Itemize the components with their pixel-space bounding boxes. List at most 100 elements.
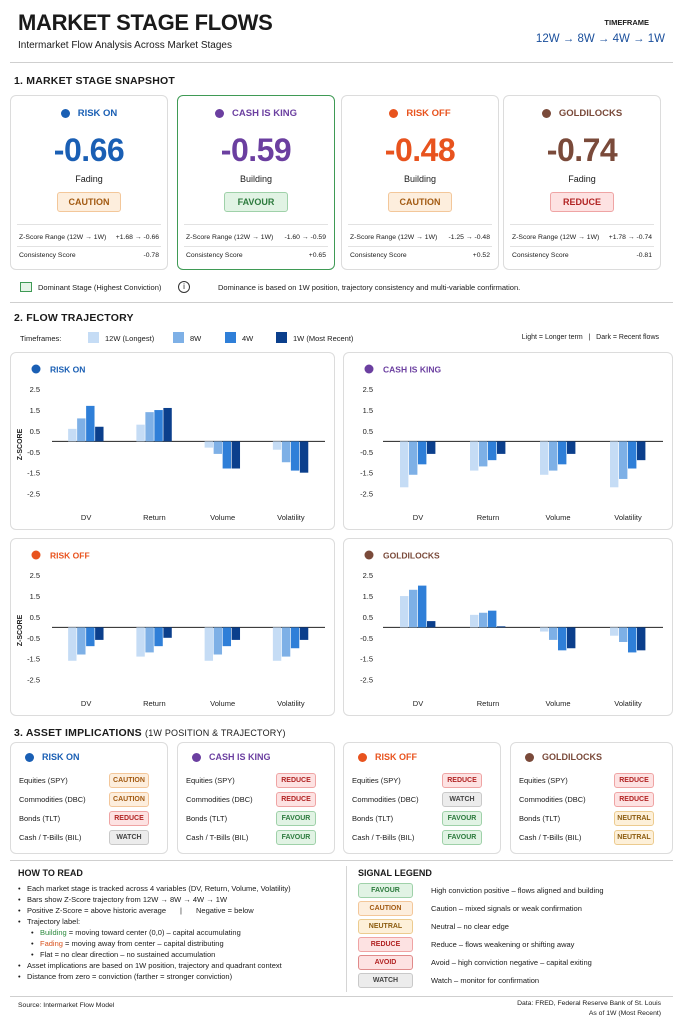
how-to-read: HOW TO READ Each market stage is tracked…	[18, 868, 338, 982]
zscore-range-value: -1.25 → -0.48	[448, 234, 490, 241]
howto-item: Positive Z-Score = above historic averag…	[18, 905, 338, 916]
stage-card-cash-is-king: CASH IS KING -0.59 Building FAVOUR Z-Score R…	[177, 95, 335, 270]
zscore-range-row: Z-Score Range (12W → 1W) -1.25 → -0.48	[350, 234, 490, 241]
chart-panel-goldilocks	[343, 538, 673, 716]
divider	[17, 224, 161, 225]
asset-row: Equities (SPY) REDUCE	[519, 772, 664, 788]
asset-name: Bonds (TLT)	[352, 813, 394, 823]
consistency-row: Consistency Score -0.78	[19, 252, 159, 259]
asset-signal-badge: REDUCE	[109, 810, 149, 826]
implication-card-risk-off: RISK OFF Equities (SPY) REDUCE Commodities …	[343, 742, 501, 854]
asset-signal-badge: FAVOUR	[442, 829, 482, 845]
asset-row: Bonds (TLT) REDUCE	[19, 810, 159, 826]
zscore-range-label: Z-Score Range (12W → 1W)	[350, 234, 438, 241]
asset-name: Bonds (TLT)	[186, 813, 228, 823]
stage-trend: Fading	[75, 174, 103, 184]
consistency-label: Consistency Score	[350, 252, 407, 259]
footer-data: Data: FRED, Federal Reserve Bank of St. …	[517, 1000, 661, 1007]
signal-legend-row: FAVOUR High conviction positive – flows a…	[358, 883, 604, 898]
signal-badge: REDUCE	[358, 937, 413, 952]
asset-signal-badge: NEUTRAL	[614, 810, 654, 826]
signal-description: Avoid – high conviction negative – capit…	[431, 958, 592, 967]
asset-row: Cash / T-Bills (BIL) NEUTRAL	[519, 829, 664, 845]
stage-name: RISK OFF	[406, 108, 451, 119]
stage-zscore: -0.59	[220, 132, 292, 168]
asset-name: Cash / T-Bills (BIL)	[352, 832, 415, 842]
info-icon[interactable]: i	[178, 281, 190, 293]
timeframe-label: 1W (Most Recent)	[293, 334, 354, 343]
chart-panel-cash-is-king	[343, 352, 673, 530]
signal-badge: CAUTION	[358, 901, 413, 916]
section-divider	[346, 866, 347, 992]
howto-item: Distance from zero = conviction (farther…	[18, 971, 338, 982]
stage-name: CASH IS KING	[232, 108, 297, 119]
asset-signal-badge: CAUTION	[109, 791, 149, 807]
consistency-value: -0.81	[636, 252, 653, 259]
implication-card-title: GOLDILOCKS	[525, 752, 602, 763]
stage-card-title: RISK OFF	[342, 108, 498, 119]
implication-card-title: RISK ON	[25, 752, 80, 763]
trajectory-heading: 2. FLOW TRAJECTORY	[14, 312, 134, 324]
signal-description: Neutral – no clear edge	[431, 922, 509, 931]
howto-item: Bars show Z-Score trajectory from 12W → …	[18, 894, 338, 905]
divider	[510, 224, 654, 225]
howto-subitem: Building = moving toward center (0,0) – …	[18, 927, 338, 938]
asset-signal-badge: REDUCE	[276, 772, 316, 788]
stage-zscore: -0.48	[384, 132, 456, 168]
asset-row: Commodities (DBC) CAUTION	[19, 791, 159, 807]
chart-panel-risk-off	[10, 538, 335, 716]
asset-signal-badge: CAUTION	[109, 772, 149, 788]
consistency-row: Consistency Score +0.52	[350, 252, 490, 259]
asset-signal-badge: FAVOUR	[442, 810, 482, 826]
zscore-range-label: Z-Score Range (12W → 1W)	[19, 234, 107, 241]
footer-source: Source: Intermarket Flow Model	[18, 1002, 115, 1009]
stage-dot-icon	[192, 753, 201, 763]
stage-name: GOLDILOCKS	[542, 752, 602, 762]
signal-badge: NEUTRAL	[358, 919, 413, 934]
signal-description: Watch – monitor for confirmation	[431, 976, 540, 985]
stage-trend: Fading	[568, 174, 596, 184]
asset-name: Commodities (DBC)	[519, 794, 586, 804]
signal-badge: FAVOUR	[358, 883, 413, 898]
divider	[510, 246, 654, 247]
timeframe-label: 4W	[242, 334, 254, 343]
consistency-value: +0.65	[308, 252, 326, 259]
divider	[184, 224, 328, 225]
signal-legend-row: AVOID Avoid – high conviction negative – …	[358, 955, 592, 970]
implication-card-cash-is-king: CASH IS KING Equities (SPY) REDUCE Commodit…	[177, 742, 335, 854]
signal-legend-row: REDUCE Reduce – flows weakening or shifti…	[358, 937, 574, 952]
stage-name: RISK ON	[77, 108, 118, 119]
stage-card-title: CASH IS KING	[178, 108, 334, 119]
howto-subitem: Fading = moving away from center – capit…	[18, 938, 338, 949]
stage-dot-icon	[358, 753, 367, 763]
signal-legend-row: NEUTRAL Neutral – no clear edge	[358, 919, 509, 934]
asset-signal-badge: REDUCE	[614, 772, 654, 788]
snapshot-heading: 1. MARKET STAGE SNAPSHOT	[14, 75, 175, 87]
asset-name: Bonds (TLT)	[19, 813, 61, 823]
divider	[348, 224, 492, 225]
implication-card-goldilocks: GOLDILOCKS Equities (SPY) REDUCE Commoditie…	[510, 742, 673, 854]
stage-signal-badge: CAUTION	[57, 192, 121, 212]
asset-signal-badge: WATCH	[109, 829, 149, 845]
signal-legend: FAVOUR High conviction positive – flows a…	[358, 883, 678, 993]
stage-name: RISK ON	[42, 752, 80, 762]
signal-legend-row: WATCH Watch – monitor for confirmation	[358, 973, 539, 988]
consistency-label: Consistency Score	[186, 252, 243, 259]
timeframe-label: 12W (Longest)	[105, 334, 155, 343]
signal-badge: AVOID	[358, 955, 413, 970]
timeframe-value: 12W → 8W → 4W → 1W	[535, 33, 665, 45]
zscore-range-row: Z-Score Range (12W → 1W) -1.60 → -0.59	[186, 234, 326, 241]
asset-row: Cash / T-Bills (BIL) FAVOUR	[186, 829, 326, 845]
page-title: MARKET STAGE FLOWS	[18, 10, 273, 35]
asset-name: Equities (SPY)	[186, 775, 235, 785]
howto-subitem: Flat = no clear direction – no sustained…	[18, 949, 338, 960]
asset-name: Commodities (DBC)	[19, 794, 86, 804]
implication-card-title: RISK OFF	[358, 752, 417, 763]
asset-name: Commodities (DBC)	[352, 794, 419, 804]
stage-dot-icon	[541, 108, 551, 118]
stage-dot-icon	[525, 753, 534, 763]
asset-name: Cash / T-Bills (BIL)	[19, 832, 82, 842]
asset-name: Cash / T-Bills (BIL)	[519, 832, 582, 842]
stage-dot-icon	[60, 108, 70, 118]
asset-row: Bonds (TLT) FAVOUR	[186, 810, 326, 826]
